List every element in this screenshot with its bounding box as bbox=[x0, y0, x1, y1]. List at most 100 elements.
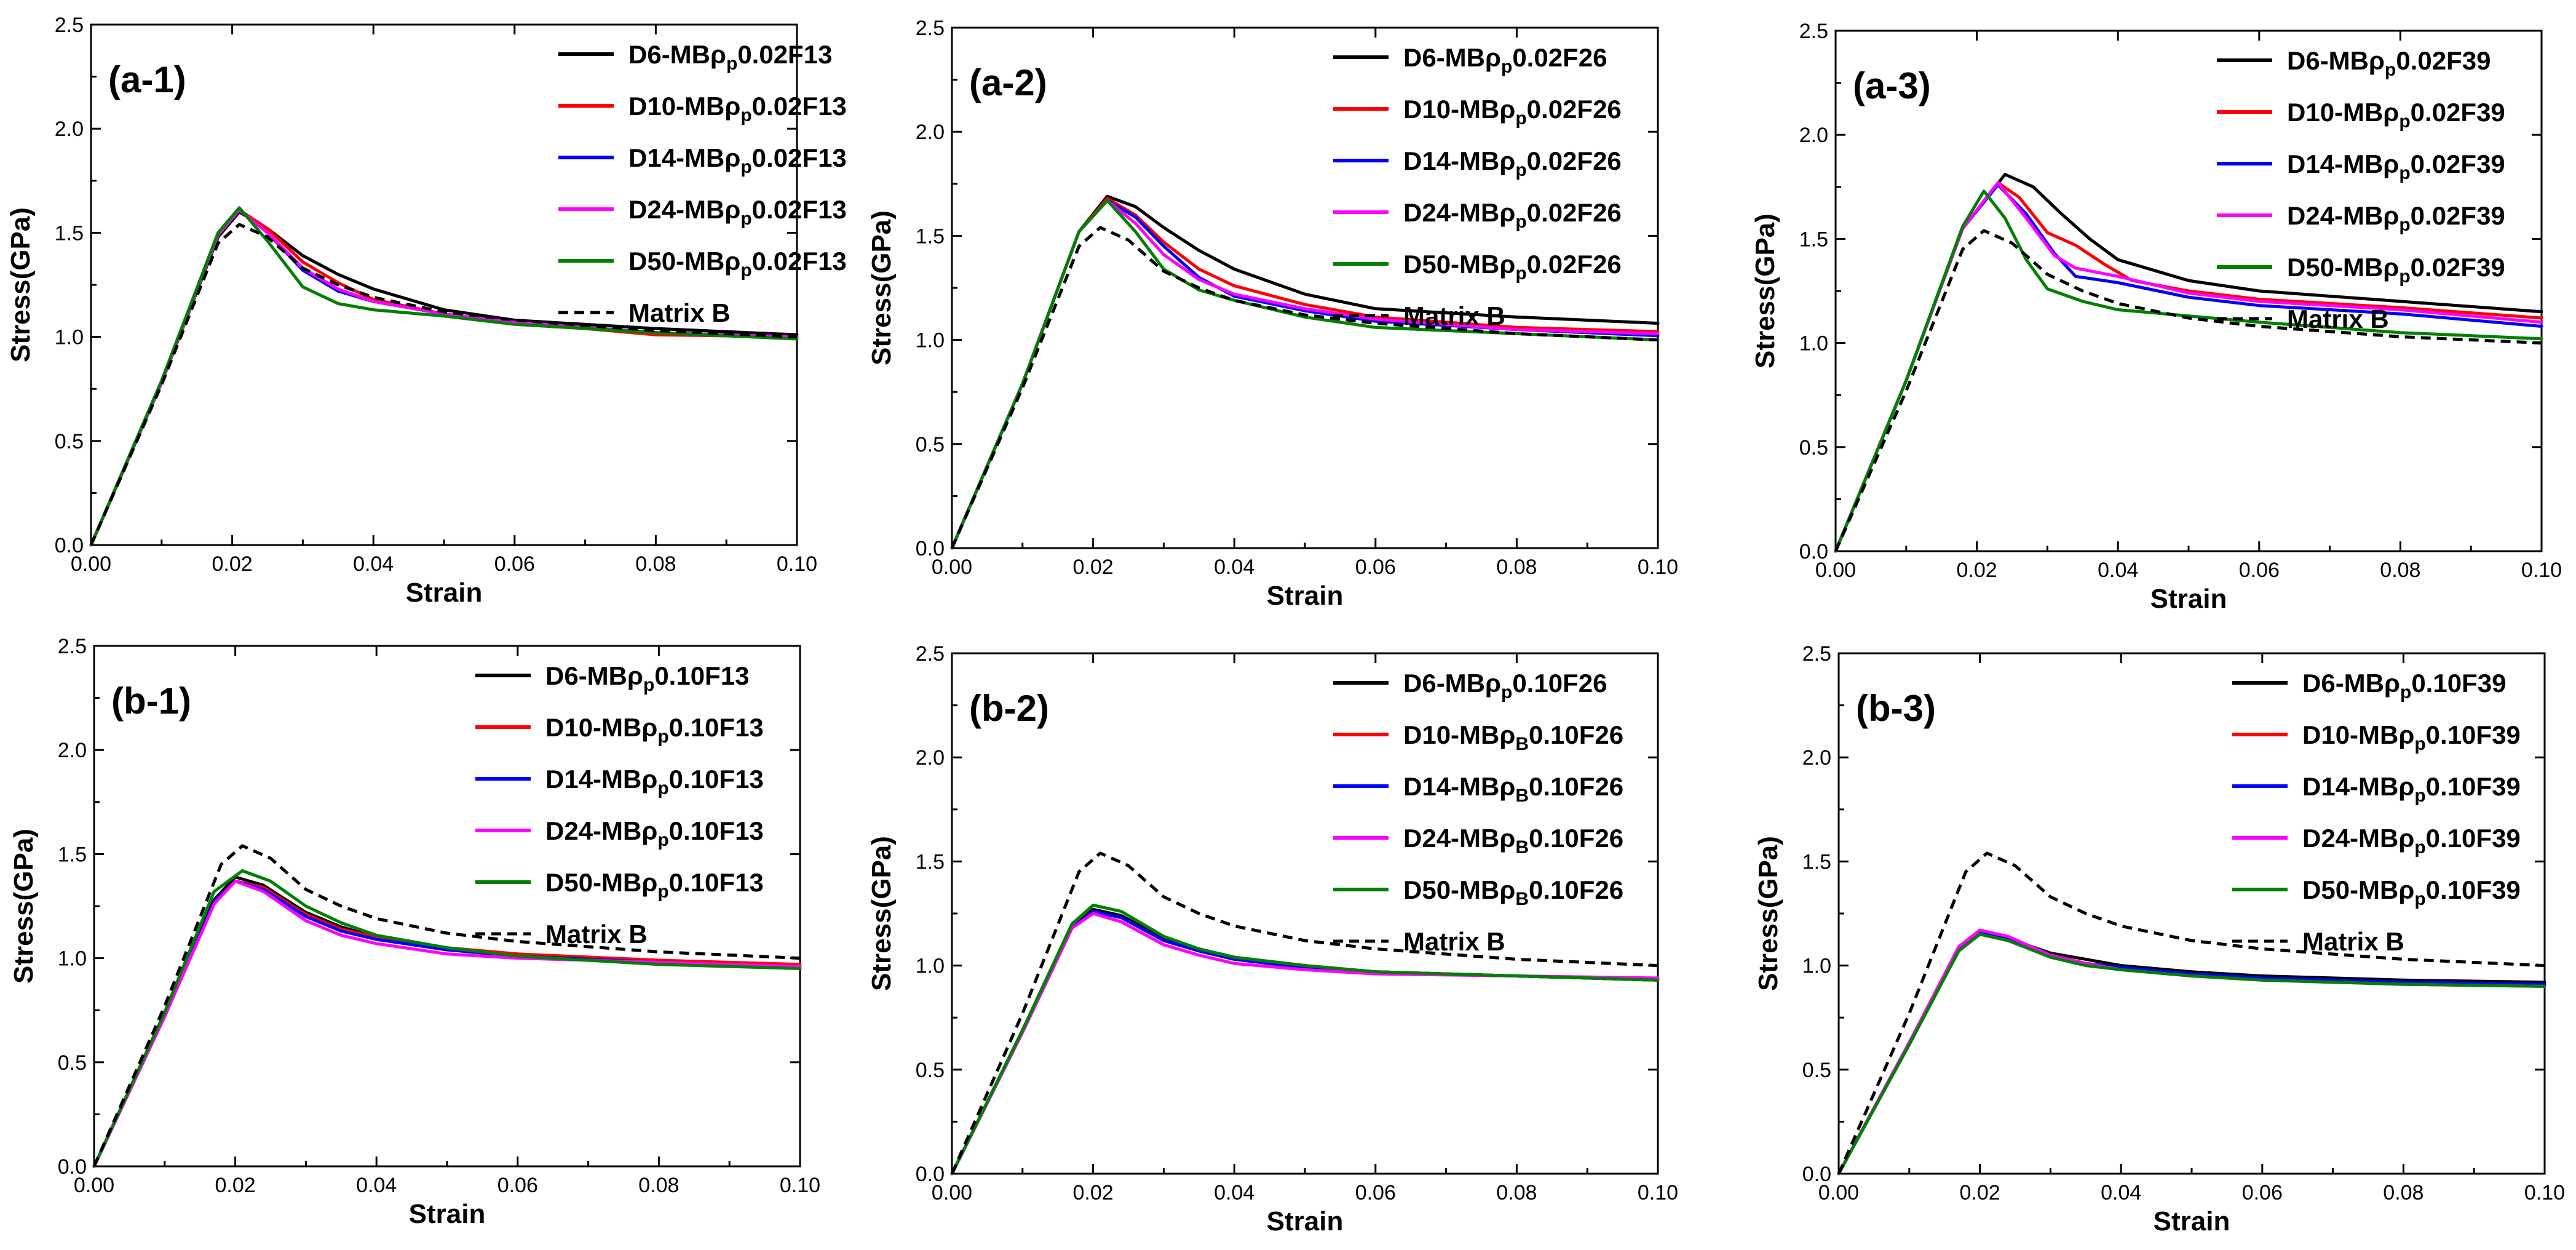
panel-1-series-5 bbox=[89, 206, 799, 547]
panel-5-xtick-label-0: 0.00 bbox=[932, 1181, 972, 1204]
panel-4-ytick-label-5: 2.5 bbox=[58, 635, 87, 658]
panel-4: 0.00 0.02 0.04 0.06 0.08 0.10 0.0 0.5 1.0 1.5 2.0 2… bbox=[9, 635, 820, 1229]
panel-2-xtick-label-1: 0.02 bbox=[1073, 555, 1114, 579]
panel-1-xtick-label-0: 0.00 bbox=[71, 552, 111, 576]
panel-4-series-6 bbox=[92, 844, 801, 1168]
panel-6-ytick-label-0: 0.0 bbox=[1802, 1163, 1831, 1186]
panel-5-legend-label-5: D50-MBρB0.10F26 bbox=[1403, 875, 1623, 909]
panel-2-legend-label-2: D10-MBρp0.02F26 bbox=[1403, 95, 1622, 129]
panel-5-ytick-label-0: 0.0 bbox=[916, 1163, 945, 1186]
panel-2-series-6 bbox=[950, 226, 1659, 549]
panel-4-xtick-label-0: 0.00 bbox=[74, 1174, 114, 1197]
panel-1: 0.00 0.02 0.04 0.06 0.08 0.10 0.0 0.5 1.0 1.5 2.0 2… bbox=[6, 14, 847, 608]
panel-3-legend-label-3: D14-MBρp0.02F39 bbox=[2287, 149, 2505, 183]
panel-1-legend-label-5: D50-MBρp0.02F13 bbox=[628, 247, 847, 281]
panel-3-ytick-label-5: 2.5 bbox=[1799, 20, 1828, 43]
panel-6-series-4 bbox=[1837, 928, 2546, 1176]
panel-1-label: (a-1) bbox=[108, 59, 186, 100]
panel-2-xtick-label-4: 0.08 bbox=[1496, 555, 1537, 579]
panel-1-xlabel: Strain bbox=[406, 578, 483, 608]
panel-2-ytick-label-2: 1.0 bbox=[916, 329, 945, 352]
panel-3-label: (a-3) bbox=[1853, 65, 1931, 106]
panel-5-legend: D6-MBρp0.10F26 D10-MBρB0.10F26 D14-MBρB0.1… bbox=[1333, 669, 1623, 956]
panel-1-ytick-label-2: 1.0 bbox=[55, 326, 84, 349]
panel-3-legend-label-4: D24-MBρp0.02F39 bbox=[2287, 201, 2505, 235]
panel-2-label: (a-2) bbox=[969, 62, 1047, 103]
panel-5-ytick-label-3: 1.5 bbox=[916, 850, 945, 874]
panel-6-legend-label-3: D14-MBρp0.10F39 bbox=[2302, 772, 2521, 806]
panel-6-legend-label-1: D6-MBρp0.10F39 bbox=[2302, 669, 2506, 703]
panel-2-legend-label-5: D50-MBρp0.02F26 bbox=[1403, 250, 1622, 284]
panel-3-ytick-label-1: 0.5 bbox=[1799, 436, 1828, 460]
panel-4-legend-label-1: D6-MBρp0.10F13 bbox=[545, 661, 749, 695]
panel-3-series-1 bbox=[1834, 173, 2543, 553]
panel-4-xtick-label-4: 0.08 bbox=[638, 1174, 679, 1197]
panel-6-xtick-label-3: 0.06 bbox=[2242, 1181, 2283, 1204]
panel-3-ylabel: Stress(GPa) bbox=[1750, 213, 1780, 368]
panel-4-series-1 bbox=[92, 875, 802, 1168]
panel-5-legend-label-2: D10-MBρB0.10F26 bbox=[1403, 720, 1623, 754]
panel-6-legend-label-6: Matrix B bbox=[2302, 927, 2404, 956]
panel-2-ytick-label-3: 1.5 bbox=[916, 225, 945, 248]
panel-6-xtick-label-5: 0.10 bbox=[2524, 1181, 2565, 1204]
panel-6-series-3 bbox=[1837, 931, 2546, 1176]
panel-5-series-5 bbox=[950, 904, 1660, 1176]
panel-4-xtick-label-2: 0.04 bbox=[356, 1174, 397, 1197]
panel-6-ytick-label-5: 2.5 bbox=[1802, 642, 1831, 666]
panel-6-legend: D6-MBρp0.10F39 D10-MBρp0.10F39 D14-MBρp0.1… bbox=[2232, 669, 2521, 956]
panel-2-xtick-label-2: 0.04 bbox=[1214, 555, 1254, 579]
panel-4-legend-label-4: D24-MBρp0.10F13 bbox=[545, 816, 764, 850]
panel-3-series-2 bbox=[1834, 181, 2543, 553]
panel-3-ytick-label-2: 1.0 bbox=[1799, 332, 1828, 356]
panel-6-ytick-label-3: 1.5 bbox=[1802, 850, 1831, 874]
panel-2-xlabel: Strain bbox=[1267, 581, 1344, 611]
panel-3-xlabel: Strain bbox=[2150, 584, 2227, 614]
panel-2-legend-label-4: D24-MBρp0.02F26 bbox=[1403, 198, 1622, 232]
panel-6: 0.00 0.02 0.04 0.06 0.08 0.10 0.0 0.5 1.0 1.5 2.0 2… bbox=[1753, 642, 2565, 1236]
panel-4-ytick-label-2: 1.0 bbox=[58, 947, 87, 971]
panel-5-ytick-label-5: 2.5 bbox=[916, 642, 945, 666]
panel-4-legend-label-6: Matrix B bbox=[545, 920, 648, 949]
panel-1-ytick-label-4: 2.0 bbox=[55, 117, 84, 141]
panel-1-legend-label-4: D24-MBρp0.02F13 bbox=[628, 195, 847, 229]
panel-6-series-1 bbox=[1837, 933, 2546, 1176]
panel-3-legend-label-1: D6-MBρp0.02F39 bbox=[2287, 46, 2491, 80]
panel-5-xtick-label-2: 0.04 bbox=[1214, 1181, 1254, 1204]
panel-3-xtick-label-0: 0.00 bbox=[1815, 559, 1856, 582]
panel-4-ytick-label-4: 2.0 bbox=[58, 739, 87, 762]
panel-4-series-5 bbox=[92, 869, 802, 1168]
panel-3-ytick-label-3: 1.5 bbox=[1799, 228, 1828, 251]
panel-3-xtick-label-5: 0.10 bbox=[2521, 559, 2562, 582]
panel-2-legend-label-3: D14-MBρp0.02F26 bbox=[1403, 146, 1622, 180]
panel-4-xlabel: Strain bbox=[409, 1199, 486, 1229]
panel-3-legend: D6-MBρp0.02F39 D10-MBρp0.02F39 D14-MBρp0.0… bbox=[2217, 46, 2505, 333]
panel-5-ytick-label-1: 0.5 bbox=[916, 1059, 945, 1082]
panel-2-xtick-label-0: 0.00 bbox=[932, 555, 972, 579]
panel-4-xtick-label-5: 0.10 bbox=[780, 1174, 820, 1197]
panel-6-ylabel: Stress(GPa) bbox=[1753, 836, 1783, 991]
panel-4-legend: D6-MBρp0.10F13 D10-MBρp0.10F13 D14-MBρp0.1… bbox=[475, 661, 764, 949]
panel-6-ytick-label-2: 1.0 bbox=[1802, 955, 1831, 978]
panel-3-xtick-label-4: 0.08 bbox=[2380, 559, 2420, 582]
panel-3: 0.00 0.02 0.04 0.06 0.08 0.10 0.0 0.5 1.0 1.5 2.0 2… bbox=[1750, 20, 2562, 614]
panel-6-series-6 bbox=[1837, 851, 2545, 1175]
panel-5-legend-label-6: Matrix B bbox=[1403, 927, 1505, 956]
panel-2: 0.00 0.02 0.04 0.06 0.08 0.10 0.0 0.5 1.0 1.5 2.0 2… bbox=[866, 17, 1678, 611]
panel-1-ytick-label-1: 0.5 bbox=[55, 430, 84, 453]
panel-5-series-4 bbox=[950, 912, 1660, 1176]
panel-3-series-4 bbox=[1834, 181, 2543, 553]
panel-4-ytick-label-1: 0.5 bbox=[58, 1051, 87, 1075]
panel-1-xtick-label-3: 0.06 bbox=[494, 552, 535, 576]
panel-1-xtick-label-2: 0.04 bbox=[353, 552, 394, 576]
panel-3-ytick-label-0: 0.0 bbox=[1799, 540, 1828, 563]
panel-5-xtick-label-4: 0.08 bbox=[1496, 1181, 1537, 1204]
panel-3-xtick-label-3: 0.06 bbox=[2239, 559, 2280, 582]
panel-2-legend: D6-MBρp0.02F26 D10-MBρp0.02F26 D14-MBρp0.0… bbox=[1333, 43, 1622, 330]
panel-3-legend-label-6: Matrix B bbox=[2287, 305, 2389, 333]
panel-6-series-5 bbox=[1837, 933, 2546, 1176]
panel-6-xlabel: Strain bbox=[2154, 1206, 2230, 1236]
panel-6-legend-label-5: D50-MBρp0.10F39 bbox=[2302, 875, 2521, 909]
panel-2-xtick-label-3: 0.06 bbox=[1355, 555, 1396, 579]
panel-5-series-6 bbox=[950, 851, 1659, 1175]
